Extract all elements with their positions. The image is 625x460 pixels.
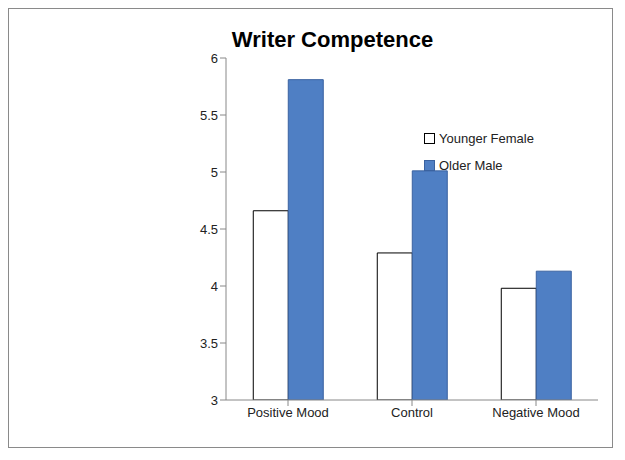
html-text:Older Male: Older Male xyxy=(439,158,503,173)
svg-text:4: 4 xyxy=(211,279,218,294)
svg-text:Negative Mood: Negative Mood xyxy=(492,405,579,420)
svg-text:3: 3 xyxy=(211,393,218,408)
html-text:Writer Competence: Writer Competence xyxy=(231,27,434,52)
svg-text:3.5: 3.5 xyxy=(200,336,218,351)
svg-text:5: 5 xyxy=(211,165,218,180)
svg-text:Control: Control xyxy=(391,405,433,420)
svg-text:5.5: 5.5 xyxy=(200,108,218,123)
svg-text:Positive Mood: Positive Mood xyxy=(247,405,329,420)
html-text:Younger Female: Younger Female xyxy=(439,131,534,146)
svg-text:4.5: 4.5 xyxy=(200,222,218,237)
svg-text:6: 6 xyxy=(211,51,218,66)
